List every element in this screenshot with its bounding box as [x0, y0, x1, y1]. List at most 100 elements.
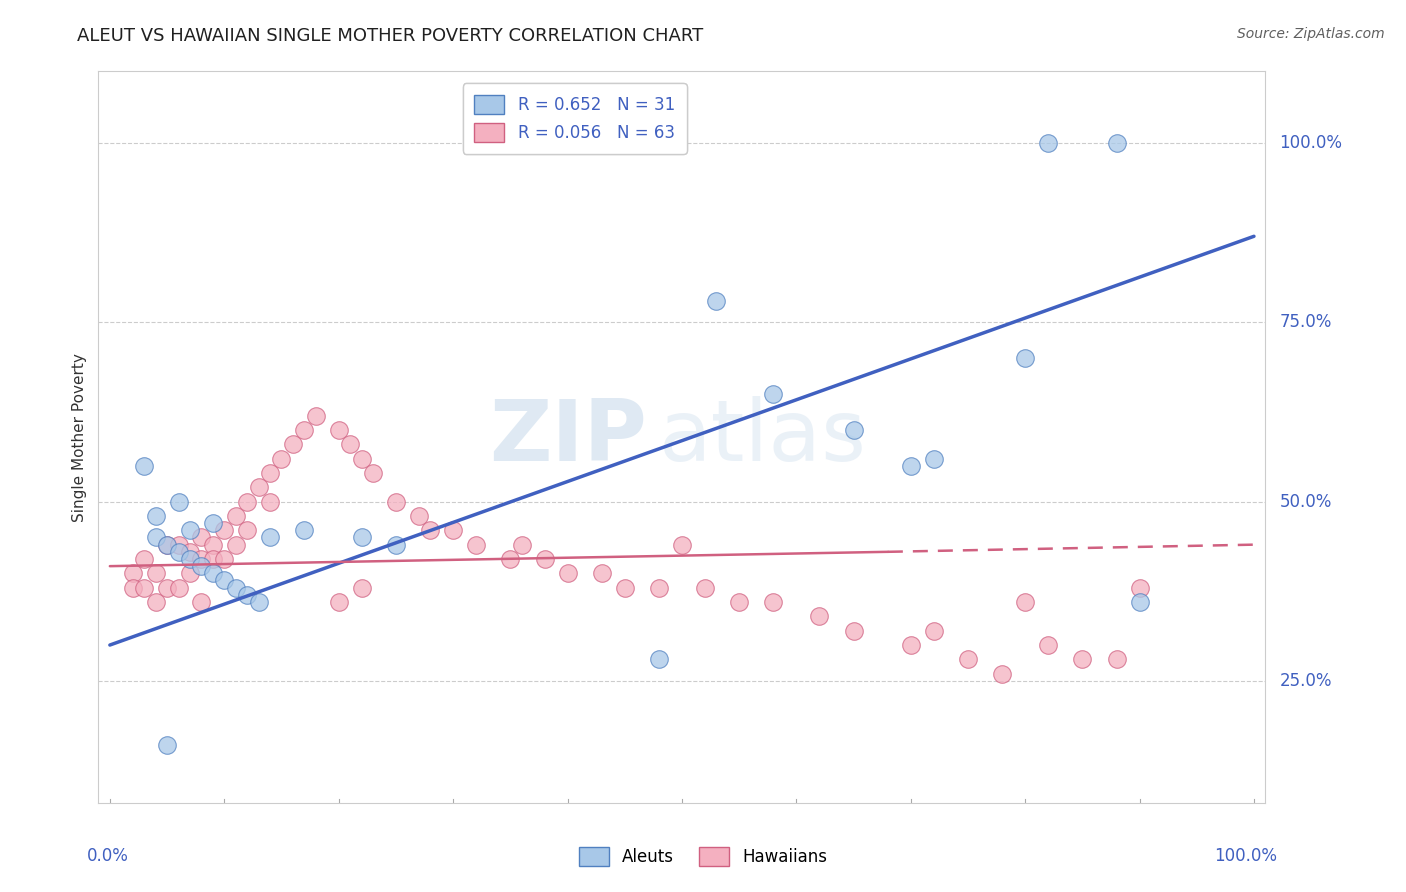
- Point: [292, 524, 315, 538]
- Point: [214, 552, 236, 566]
- Point: [179, 552, 201, 566]
- Point: [350, 531, 373, 545]
- Point: [247, 480, 270, 494]
- Point: [225, 581, 247, 595]
- Point: [1105, 136, 1128, 150]
- Point: [1014, 351, 1036, 366]
- Point: [533, 552, 555, 566]
- Point: [179, 566, 201, 581]
- Y-axis label: Single Mother Poverty: Single Mother Poverty: [72, 352, 87, 522]
- Point: [145, 595, 167, 609]
- Point: [145, 531, 167, 545]
- Text: 100.0%: 100.0%: [1279, 134, 1343, 152]
- Text: atlas: atlas: [658, 395, 866, 479]
- Point: [179, 524, 201, 538]
- Point: [1071, 652, 1094, 666]
- Point: [201, 552, 224, 566]
- Text: 75.0%: 75.0%: [1279, 313, 1331, 331]
- Text: 25.0%: 25.0%: [1279, 672, 1331, 690]
- Point: [156, 739, 179, 753]
- Point: [259, 466, 281, 480]
- Text: Source: ZipAtlas.com: Source: ZipAtlas.com: [1237, 27, 1385, 41]
- Point: [214, 574, 236, 588]
- Point: [190, 595, 212, 609]
- Text: 100.0%: 100.0%: [1213, 847, 1277, 864]
- Point: [499, 552, 522, 566]
- Point: [808, 609, 831, 624]
- Point: [842, 423, 865, 437]
- Text: ALEUT VS HAWAIIAN SINGLE MOTHER POVERTY CORRELATION CHART: ALEUT VS HAWAIIAN SINGLE MOTHER POVERTY …: [77, 27, 703, 45]
- Point: [236, 524, 259, 538]
- Point: [728, 595, 751, 609]
- Point: [121, 566, 143, 581]
- Point: [533, 136, 555, 150]
- Point: [1128, 595, 1150, 609]
- Point: [201, 566, 224, 581]
- Point: [145, 508, 167, 523]
- Point: [704, 293, 727, 308]
- Point: [214, 524, 236, 538]
- Point: [167, 581, 190, 595]
- Point: [236, 588, 259, 602]
- Point: [167, 538, 190, 552]
- Point: [350, 451, 373, 466]
- Point: [671, 538, 693, 552]
- Point: [1036, 638, 1059, 652]
- Point: [1014, 595, 1036, 609]
- Point: [510, 538, 533, 552]
- Point: [201, 538, 224, 552]
- Legend: Aleuts, Hawaiians: Aleuts, Hawaiians: [572, 840, 834, 873]
- Text: 50.0%: 50.0%: [1279, 492, 1331, 510]
- Point: [922, 451, 945, 466]
- Point: [648, 652, 671, 666]
- Point: [419, 524, 441, 538]
- Point: [900, 638, 922, 652]
- Point: [557, 566, 579, 581]
- Point: [281, 437, 304, 451]
- Point: [190, 559, 212, 574]
- Point: [190, 531, 212, 545]
- Point: [328, 595, 350, 609]
- Text: 0.0%: 0.0%: [87, 847, 128, 864]
- Point: [201, 516, 224, 530]
- Point: [900, 458, 922, 473]
- Point: [156, 538, 179, 552]
- Point: [167, 494, 190, 508]
- Point: [408, 508, 430, 523]
- Point: [179, 545, 201, 559]
- Point: [292, 423, 315, 437]
- Point: [225, 508, 247, 523]
- Point: [385, 538, 408, 552]
- Point: [145, 566, 167, 581]
- Point: [247, 595, 270, 609]
- Legend: R = 0.652   N = 31, R = 0.056   N = 63: R = 0.652 N = 31, R = 0.056 N = 63: [463, 83, 686, 153]
- Point: [259, 494, 281, 508]
- Point: [190, 552, 212, 566]
- Point: [339, 437, 361, 451]
- Point: [1128, 581, 1150, 595]
- Point: [956, 652, 979, 666]
- Point: [991, 666, 1014, 681]
- Point: [842, 624, 865, 638]
- Point: [156, 581, 179, 595]
- Text: ZIP: ZIP: [489, 395, 647, 479]
- Point: [1105, 652, 1128, 666]
- Point: [648, 581, 671, 595]
- Point: [465, 538, 488, 552]
- Point: [305, 409, 328, 423]
- Point: [225, 538, 247, 552]
- Point: [613, 581, 636, 595]
- Point: [385, 494, 408, 508]
- Point: [236, 494, 259, 508]
- Point: [156, 538, 179, 552]
- Point: [167, 545, 190, 559]
- Point: [134, 581, 156, 595]
- Point: [1036, 136, 1059, 150]
- Point: [693, 581, 716, 595]
- Point: [121, 581, 143, 595]
- Point: [591, 566, 613, 581]
- Point: [361, 466, 384, 480]
- Point: [762, 387, 785, 401]
- Point: [922, 624, 945, 638]
- Point: [350, 581, 373, 595]
